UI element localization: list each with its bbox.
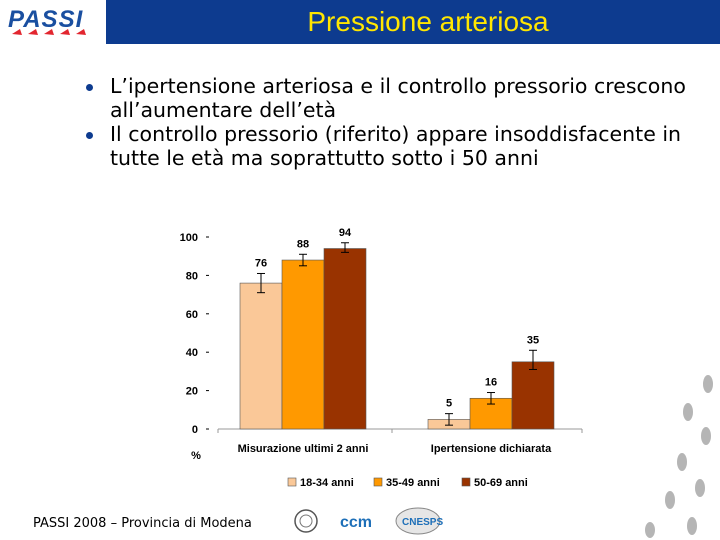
iss-seal-logo (294, 509, 318, 533)
bar-chart: 0 20 40 60 80 100% 76 88 94 Misurazione ultimi 2 … (180, 227, 583, 489)
bullet-text: L’ipertensione arteriosa e il controllo … (110, 74, 686, 122)
svg-text:CNESPS: CNESPS (402, 517, 443, 528)
data-label: 35 (527, 334, 539, 346)
data-label: 94 (339, 227, 352, 239)
legend-label: 50-69 anni (474, 477, 528, 489)
y-tick-label: 80 (186, 270, 198, 282)
logo-footprints-icon (12, 29, 86, 35)
bar (323, 248, 367, 430)
logo-text: PASSI (8, 6, 84, 33)
footer-logos: ccm CNESPS (294, 507, 443, 535)
data-label: 88 (297, 238, 309, 250)
bullet-item: L’ipertensione arteriosa e il controllo … (84, 74, 704, 122)
y-unit-label: % (191, 450, 201, 462)
bar (511, 361, 555, 430)
svg-text:ccm: ccm (340, 514, 372, 531)
data-label: 76 (255, 257, 267, 269)
ccm-logo: ccm (338, 512, 382, 531)
bullet-text: Il controllo pressorio (riferito) appare… (110, 122, 682, 170)
footprints-decoration-icon (645, 375, 713, 538)
y-tick-label: 0 (192, 424, 198, 436)
header: PASSI Pressione arteriosa (0, 0, 720, 44)
cnesps-logo: CNESPS (395, 507, 443, 535)
bar (239, 282, 283, 430)
y-tick-label: 20 (186, 386, 198, 398)
legend-swatch (373, 477, 383, 487)
bar (469, 397, 513, 430)
bar (281, 259, 325, 430)
y-tick-label: 60 (186, 309, 198, 321)
legend-label: 18-34 anni (300, 477, 354, 489)
page-title: Pressione arteriosa (307, 6, 549, 37)
bullet-item: Il controllo pressorio (riferito) appare… (84, 122, 704, 170)
footer-source: PASSI 2008 – Provincia di Modena (33, 516, 252, 531)
x-category-label: Misurazione ultimi 2 anni (238, 443, 369, 455)
legend-label: 35-49 anni (386, 477, 440, 489)
y-tick-label: 100 (180, 232, 198, 244)
legend-swatch (287, 477, 297, 487)
x-category-label: Ipertensione dichiarata (431, 443, 552, 455)
bullet-dot (86, 84, 93, 91)
legend-swatch (461, 477, 471, 487)
bullet-list: L’ipertensione arteriosa e il controllo … (84, 74, 704, 170)
bullet-dot (86, 132, 93, 139)
title-bar: Pressione arteriosa (106, 0, 720, 44)
y-tick-label: 40 (186, 347, 198, 359)
data-label: 16 (485, 377, 497, 389)
passi-logo: PASSI (6, 4, 100, 40)
data-label: 5 (446, 398, 452, 410)
